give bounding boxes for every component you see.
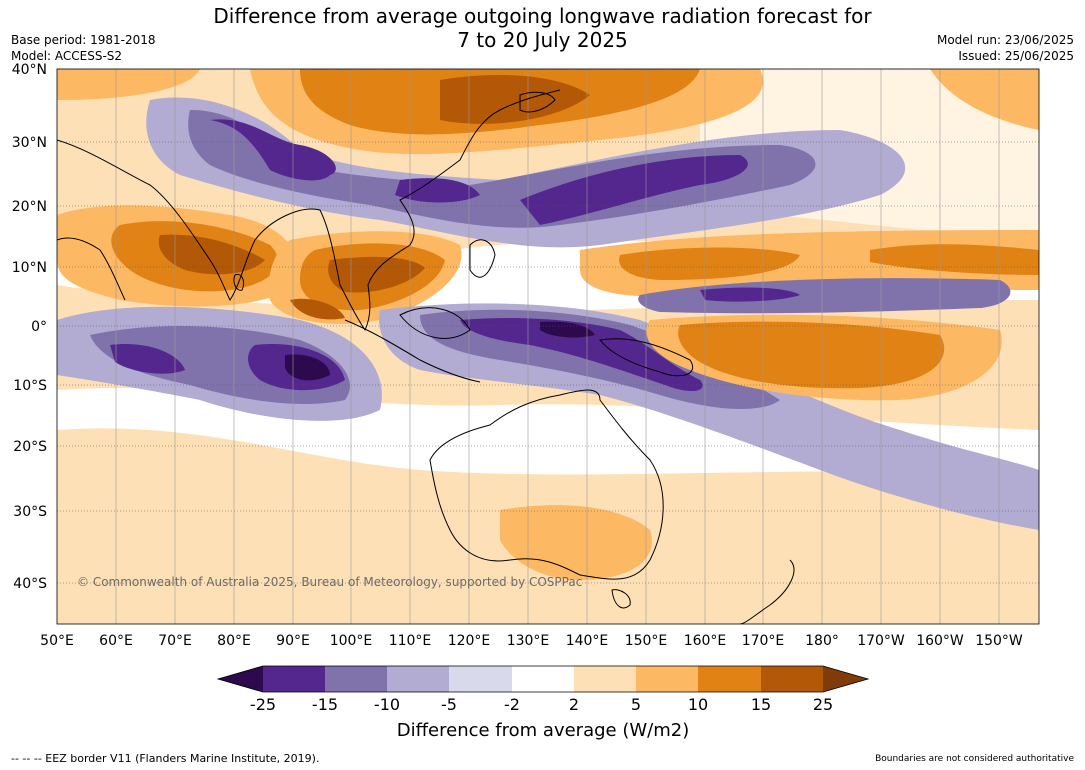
purple-north-strong — [188, 110, 816, 228]
purple-pacific-5n — [638, 278, 1011, 314]
meta-right: Model run: 23/06/2025 Issued: 25/06/2025 — [937, 32, 1074, 64]
lon-label: 180° — [805, 633, 839, 649]
lon-label: 170°E — [742, 633, 785, 649]
lat-label: 40°N — [12, 62, 47, 78]
eez-note: -- -- -- EEZ border V11 (Flanders Marine… — [11, 752, 320, 765]
asia-coast — [57, 89, 561, 332]
purple-spcz-darkest — [540, 321, 595, 338]
lat-label: 30°N — [12, 135, 47, 151]
colorbar-tick: -10 — [374, 695, 400, 714]
colorbar-extend-high — [823, 666, 868, 692]
colorbar-title: Difference from average (W/m2) — [397, 720, 689, 741]
colorbar-tick: -15 — [312, 695, 338, 714]
colorbar-tick: 25 — [813, 695, 833, 714]
colorbar-extend-low — [218, 666, 263, 692]
anomaly-field — [57, 69, 1039, 624]
meridians — [115, 69, 1000, 624]
colorbar-outline — [216, 665, 870, 693]
purple-north-deep — [210, 119, 748, 225]
arabia-africa-coast — [57, 237, 126, 301]
meta-left: Base period: 1981-2018 Model: ACCESS-S2 — [11, 32, 156, 64]
orange-northwest — [57, 69, 200, 100]
orange-australia — [500, 505, 652, 580]
lon-label: 60°E — [99, 633, 133, 649]
new-zealand-coast — [739, 559, 795, 624]
lon-label: 120°E — [448, 633, 491, 649]
lon-label: 160°E — [684, 633, 727, 649]
lon-label: 150°W — [975, 633, 1023, 649]
colorbar-tick: -25 — [250, 695, 276, 714]
lon-label: 80°E — [217, 633, 251, 649]
colorbar-tick: 5 — [631, 695, 641, 714]
colorbar-tick: 15 — [751, 695, 771, 714]
title-line-1: Difference from average outgoing longwav… — [213, 4, 872, 28]
purple-north-mid — [146, 97, 906, 248]
lon-label: 170°W — [857, 633, 905, 649]
orange-indian-dark — [158, 234, 265, 275]
map-title: Difference from average outgoing longwav… — [0, 4, 1085, 52]
title-line-2: 7 to 20 July 2025 — [457, 28, 628, 52]
tasmania-coast — [611, 589, 631, 609]
orange-pacific-south-mid — [678, 321, 945, 389]
orange-pacific-north-mid — [619, 244, 1039, 280]
base-period: Base period: 1981-2018 — [11, 33, 156, 47]
purple-pacific-5n-deep — [700, 287, 800, 302]
lon-label: 100°E — [330, 633, 373, 649]
sumatra-java-coast — [344, 319, 481, 383]
copyright-text: © Commonwealth of Australia 2025, Bureau… — [77, 575, 582, 589]
map-frame — [56, 68, 1040, 625]
model-name: Model: ACCESS-S2 — [11, 49, 123, 63]
latitude-labels: 40°N 30°N 20°N 10°N 0° 10°S 20°S 30°S 40… — [12, 62, 47, 592]
lon-label: 70°E — [158, 633, 192, 649]
lon-label: 130°E — [507, 633, 550, 649]
colorbar-tick: -2 — [504, 695, 520, 714]
colorbar-swatch — [387, 666, 449, 692]
purple-spcz-deep — [460, 318, 703, 392]
lat-label: 0° — [31, 319, 47, 335]
longitude-labels: 50°E 60°E 70°E 80°E 90°E 100°E 110°E 120… — [40, 633, 1023, 649]
lat-label: 10°S — [13, 378, 47, 394]
lat-label: 20°N — [12, 199, 47, 215]
philippines-coast — [469, 239, 496, 278]
lon-label: 140°E — [566, 633, 609, 649]
colorbar-tick: 10 — [688, 695, 708, 714]
colorbar-tick: 2 — [569, 695, 579, 714]
sri-lanka-coast — [233, 273, 245, 291]
colorbar-swatch — [449, 666, 512, 692]
colorbar-swatch — [263, 666, 325, 692]
colorbar-swatch — [698, 666, 761, 692]
colorbar-ticks: -25 -15 -10 -5 -2 2 5 10 15 25 — [250, 695, 833, 714]
colorbar — [216, 665, 870, 693]
purple-indian-darkest — [285, 354, 330, 381]
japan-coast — [519, 91, 556, 113]
issued-date: Issued: 25/06/2025 — [958, 49, 1074, 63]
lon-label: 50°E — [40, 633, 74, 649]
colorbar-swatch — [636, 666, 698, 692]
colorbar-swatch — [512, 666, 574, 692]
colorbar-swatch — [574, 666, 636, 692]
borneo-coast — [399, 307, 471, 339]
lat-label: 40°S — [13, 576, 47, 592]
colorbar-tick: -5 — [441, 695, 457, 714]
lat-label: 20°S — [13, 439, 47, 455]
lat-label: 10°N — [12, 260, 47, 276]
orange-scs-dark — [290, 256, 425, 320]
boundaries-note: Boundaries are not considered authoritat… — [875, 754, 1074, 764]
lon-label: 90°E — [276, 633, 310, 649]
australia-coast — [429, 389, 664, 580]
lat-label: 30°S — [13, 504, 47, 520]
model-run: Model run: 23/06/2025 — [936, 33, 1074, 47]
colorbar-swatch — [325, 666, 387, 692]
colorbar-swatch — [761, 666, 823, 692]
lon-label: 160°W — [916, 633, 964, 649]
lon-label: 110°E — [389, 633, 432, 649]
coastlines — [57, 89, 795, 624]
lon-label: 150°E — [625, 633, 668, 649]
orange-northeast — [930, 69, 1039, 130]
new-guinea-coast — [599, 338, 693, 377]
orange-north-dark — [440, 75, 590, 124]
